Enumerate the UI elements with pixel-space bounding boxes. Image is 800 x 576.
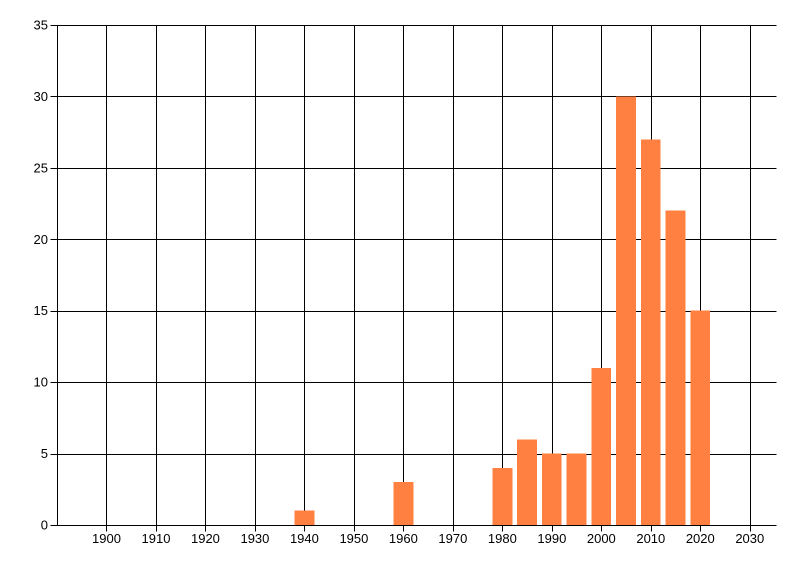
y-tick-label: 0: [41, 518, 48, 533]
x-tick-label: 1930: [240, 531, 269, 546]
bar: [541, 453, 562, 525]
bar: [616, 96, 636, 526]
x-tick-label: 2010: [636, 531, 665, 546]
x-tick-label: 1940: [290, 531, 319, 546]
x-tick-label: 2030: [735, 531, 764, 546]
x-tick-label: 1970: [438, 531, 467, 546]
x-tick-label: 1950: [339, 531, 368, 546]
bar: [690, 310, 711, 525]
y-tick-label: 10: [34, 375, 48, 390]
y-tick-label: 30: [34, 89, 48, 104]
bar: [294, 510, 315, 525]
y-tick-label: 15: [34, 303, 48, 318]
x-tick-label: 2000: [587, 531, 616, 546]
x-tick-label: 1910: [142, 531, 171, 546]
bar: [492, 467, 513, 525]
x-tick-label: 2020: [686, 531, 715, 546]
x-tick-label: 1900: [92, 531, 121, 546]
bar: [566, 453, 587, 525]
bar: [665, 210, 686, 525]
y-tick-label: 25: [34, 160, 48, 175]
y-tick-label: 5: [41, 446, 48, 461]
y-tick-label: 35: [34, 18, 48, 33]
bar: [591, 367, 612, 525]
x-tick-label: 1980: [488, 531, 517, 546]
y-tick-label: 20: [34, 232, 48, 247]
bar: [640, 139, 661, 526]
bar: [517, 439, 537, 525]
x-tick-label: 1990: [537, 531, 566, 546]
x-tick-label: 1960: [389, 531, 418, 546]
x-tick-label: 1920: [191, 531, 220, 546]
bar: [393, 482, 414, 525]
